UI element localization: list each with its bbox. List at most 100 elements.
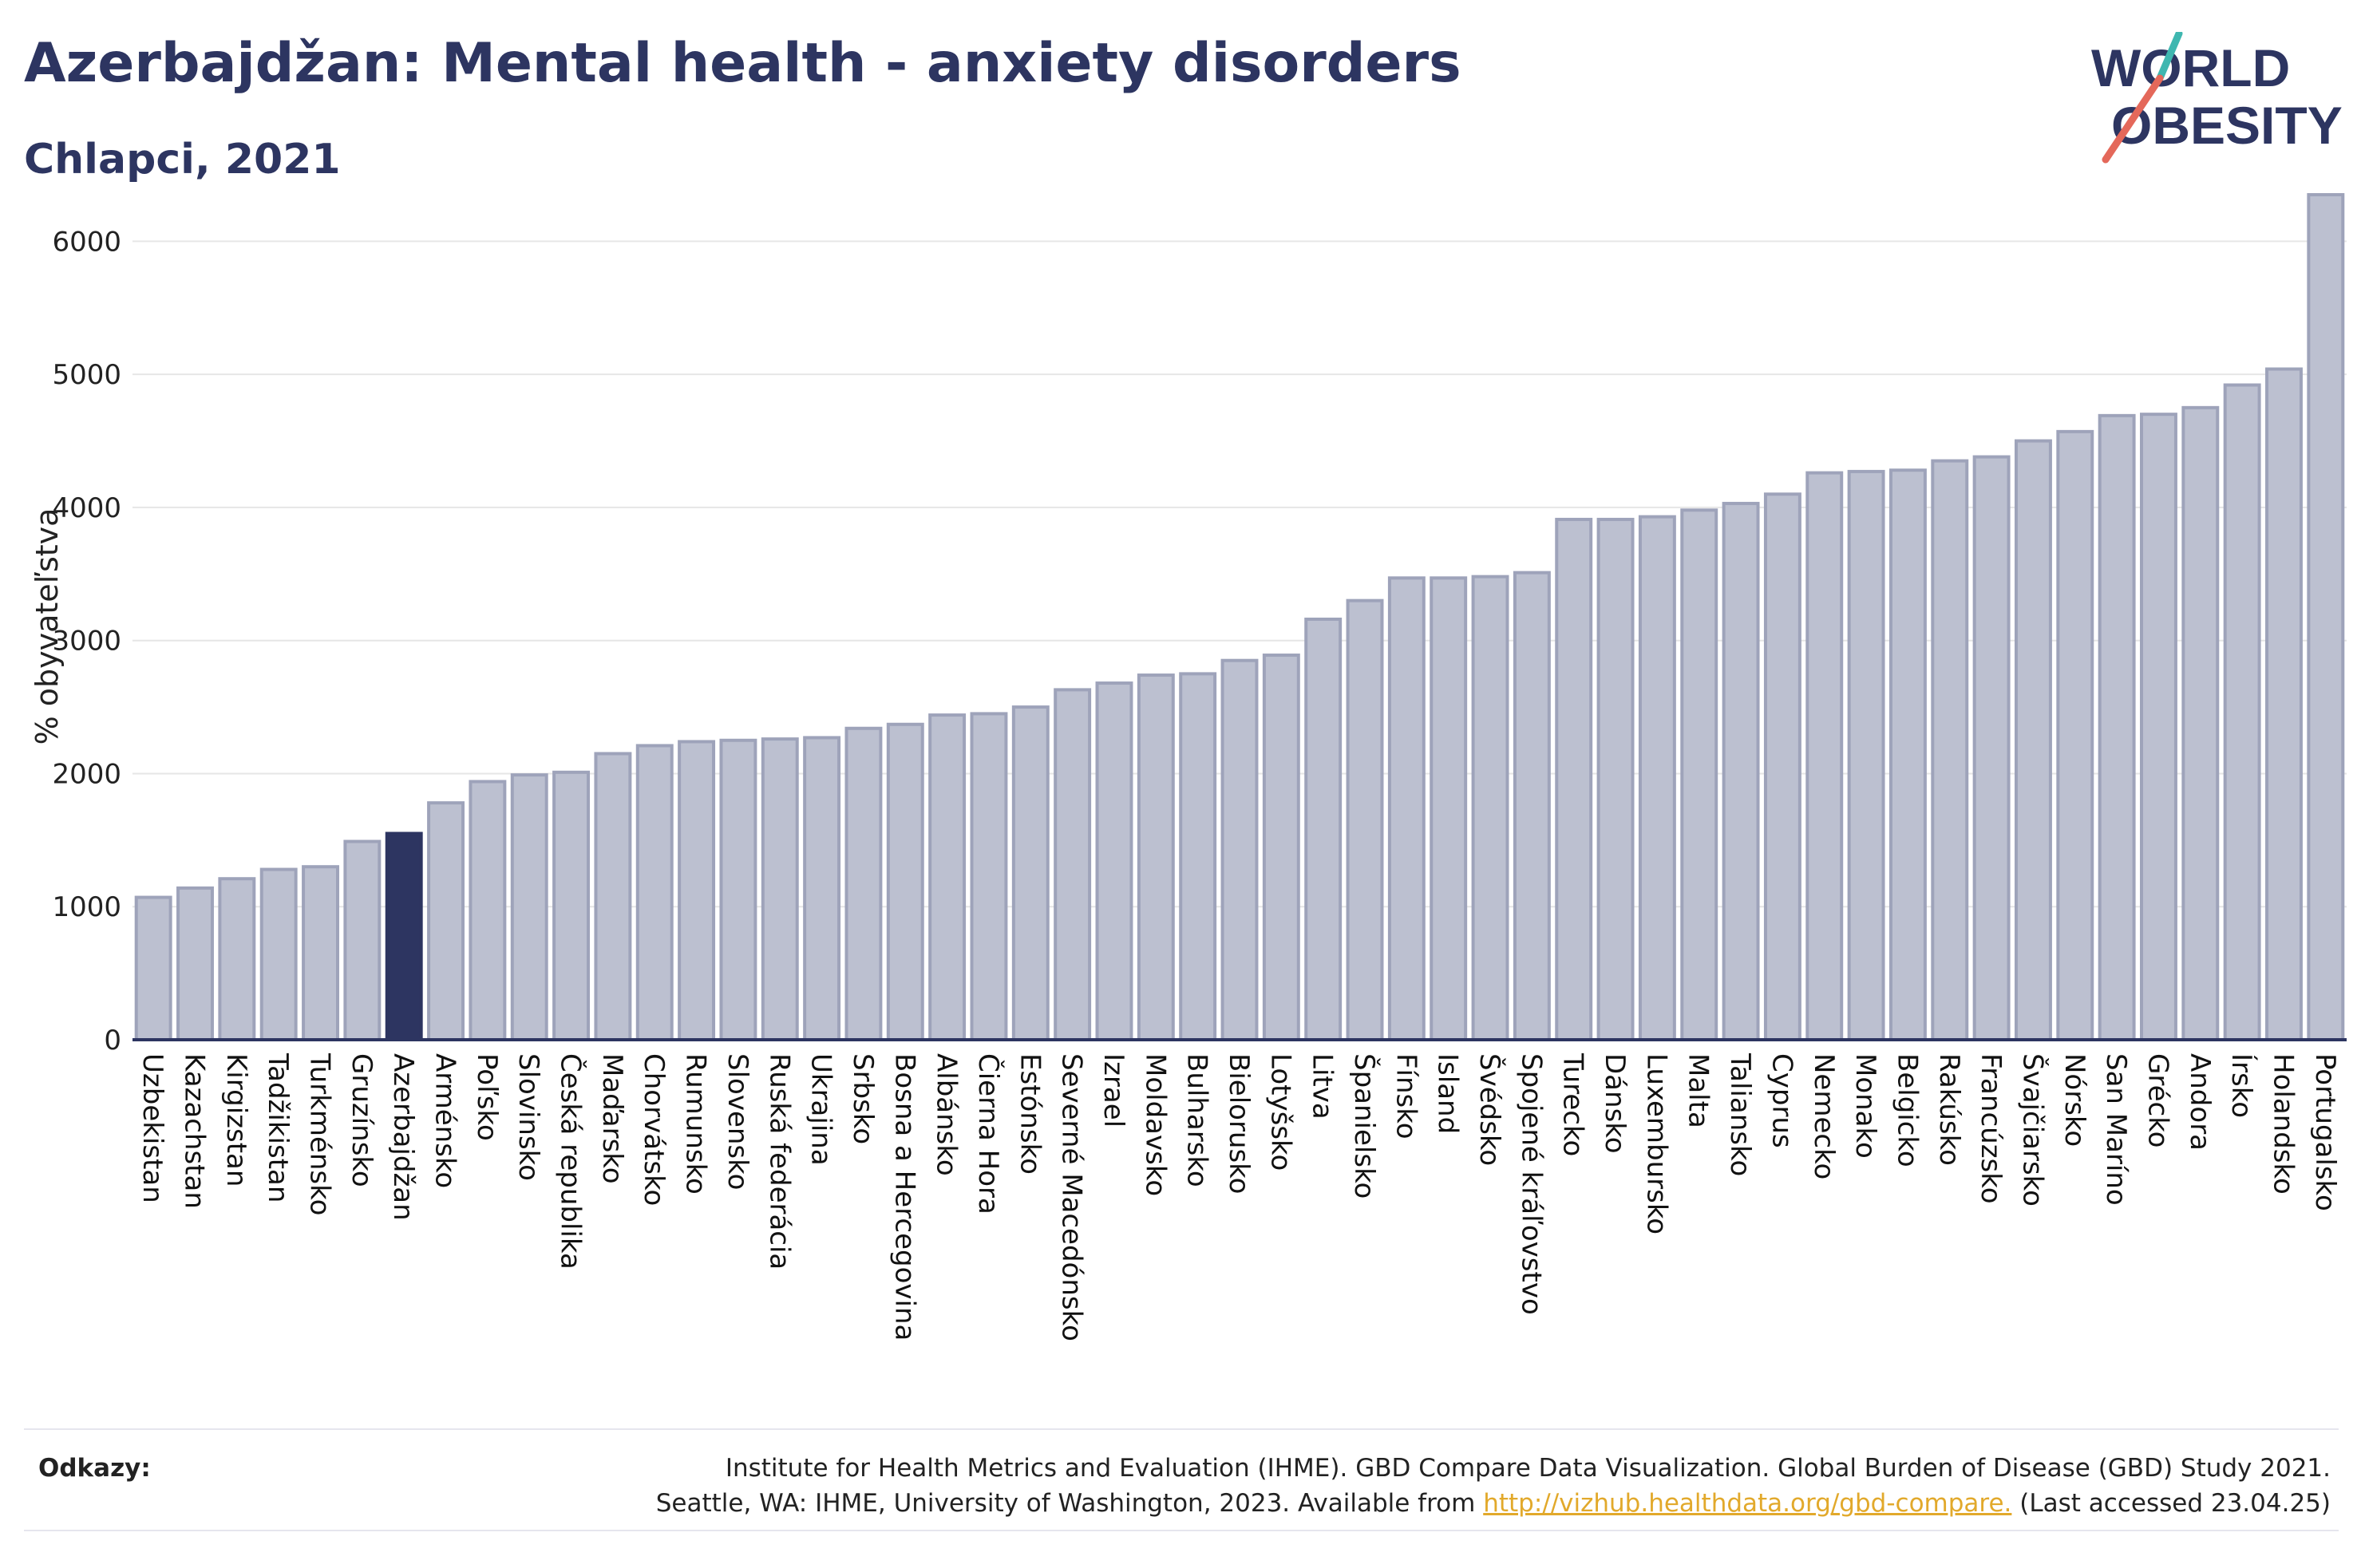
bar <box>1763 492 1801 1041</box>
x-tick-labels: Uzbekistan Kazachstan Kirgizstan Tadžikista… <box>136 1053 2341 1341</box>
bar <box>427 801 465 1041</box>
bar <box>1137 673 1175 1041</box>
bar <box>1220 658 1259 1041</box>
bar <box>1972 455 2011 1041</box>
bar <box>1430 576 1468 1041</box>
bar <box>510 773 548 1041</box>
x-tick-label: Kazachstan <box>179 1053 211 1209</box>
bar <box>1471 575 1509 1041</box>
x-tick-label: Čierna Hora <box>972 1053 1005 1215</box>
x-tick-label: San Maríno <box>2100 1053 2132 1206</box>
bar <box>2223 383 2261 1042</box>
bar <box>719 738 757 1041</box>
bar <box>1638 515 1676 1041</box>
bar <box>844 726 883 1041</box>
bar <box>469 780 507 1042</box>
x-tick-label: Slovensko <box>722 1053 753 1190</box>
bar <box>1346 598 1384 1041</box>
bar <box>594 752 632 1041</box>
bar <box>218 877 256 1041</box>
x-tick-label: Cyprus <box>1766 1053 1797 1148</box>
y-tick-label: 2000 <box>52 758 121 790</box>
x-tick-label: Tadžikistan <box>262 1053 294 1203</box>
x-tick-label: Nórsko <box>2058 1053 2090 1147</box>
references-text: Institute for Health Metrics and Evaluat… <box>656 1451 2331 1521</box>
x-tick-label: Luxembursko <box>1640 1053 1672 1234</box>
x-tick-label: Monako <box>1849 1053 1881 1159</box>
y-tick-label: 4000 <box>52 492 121 524</box>
x-tick-label: Chorvátsko <box>638 1053 670 1206</box>
bar <box>2181 405 2220 1042</box>
bar <box>1262 654 1300 1041</box>
x-tick-label: Portugalsko <box>2309 1053 2341 1211</box>
x-tick-label: Francúzsko <box>1975 1053 2007 1204</box>
bar <box>1095 681 1133 1041</box>
bar <box>385 831 423 1041</box>
bar <box>2014 439 2052 1041</box>
bar <box>1555 517 1593 1041</box>
x-tick-label: Fínsko <box>1390 1053 1422 1139</box>
x-tick-label: Turkménsko <box>304 1053 336 1215</box>
bar <box>2098 413 2136 1041</box>
x-tick-label: Island <box>1432 1053 1464 1134</box>
logo-slash-teal <box>2156 32 2183 82</box>
bar <box>2307 193 2345 1041</box>
bar <box>1387 576 1426 1041</box>
references-line1: Institute for Health Metrics and Evaluat… <box>725 1454 2331 1483</box>
x-tick-label: Španielsko <box>1348 1053 1381 1199</box>
bar <box>970 712 1008 1042</box>
x-tick-label: Gruzínsko <box>346 1053 378 1187</box>
bar <box>1179 672 1217 1042</box>
x-tick-label: Poľsko <box>471 1053 503 1141</box>
y-tick-label: 1000 <box>52 891 121 923</box>
bar <box>1888 468 1927 1041</box>
y-tick-label: 0 <box>104 1025 121 1057</box>
x-tick-label: Rumunsko <box>680 1053 712 1195</box>
x-tick-label: Estónsko <box>1014 1053 1046 1175</box>
x-tick-label: Ruská federácia <box>763 1053 795 1270</box>
bar <box>343 839 382 1041</box>
bar <box>678 740 716 1042</box>
references-line2-suffix: (Last accessed 23.04.25) <box>2011 1489 2331 1518</box>
x-tick-label: Bielorusko <box>1223 1053 1255 1194</box>
bar <box>1847 469 1885 1041</box>
x-tick-label: Litva <box>1307 1053 1339 1120</box>
bar <box>1722 501 1760 1041</box>
bar <box>259 867 298 1042</box>
x-tick-label: Holandsko <box>2267 1053 2299 1195</box>
bar <box>1304 618 1343 1041</box>
logo-slash-red <box>2102 74 2164 164</box>
bar <box>1596 517 1635 1041</box>
x-tick-label: Rakúsko <box>1933 1053 1965 1166</box>
bar <box>1011 705 1050 1041</box>
x-tick-label: Belgicko <box>1891 1053 1923 1167</box>
bar <box>1680 508 1718 1041</box>
bar <box>928 713 967 1041</box>
x-tick-label: Česká republika <box>555 1053 587 1270</box>
bar <box>1054 688 1092 1041</box>
x-tick-label: Dánsko <box>1599 1053 1631 1154</box>
source-link[interactable]: http://vizhub.healthdata.org/gbd-compare… <box>1483 1489 2012 1518</box>
chart-subtitle: Chlapci, 2021 <box>24 136 341 184</box>
bar <box>1513 571 1551 1041</box>
references-line2: Seattle, WA: IHME, University of Washing… <box>656 1486 2331 1521</box>
x-tick-label: Turecko <box>1557 1053 1589 1156</box>
bar <box>886 722 924 1041</box>
x-tick-label: Spojené kráľovstvo <box>1515 1053 1547 1315</box>
y-tick-label: 6000 <box>52 226 121 258</box>
logo-line2: OBESITY <box>2111 96 2343 155</box>
x-tick-label: Kirgizstan <box>220 1053 252 1187</box>
bar <box>134 895 172 1041</box>
bar <box>552 770 591 1041</box>
x-tick-label: Maďarsko <box>596 1053 628 1184</box>
x-tick-label: Slovinsko <box>512 1053 544 1181</box>
x-tick-label: Nemecko <box>1808 1053 1840 1179</box>
bar <box>176 886 214 1041</box>
references-line2-prefix: Seattle, WA: IHME, University of Washing… <box>655 1489 1484 1518</box>
x-tick-label: Švédsko <box>1473 1053 1506 1166</box>
x-tick-label: Lotyšsko <box>1264 1053 1296 1171</box>
y-axis-label: % obyvateľstva <box>30 508 65 745</box>
y-tick-label: 5000 <box>52 359 121 391</box>
y-tick-label: 3000 <box>52 626 121 658</box>
bar <box>2056 429 2094 1041</box>
